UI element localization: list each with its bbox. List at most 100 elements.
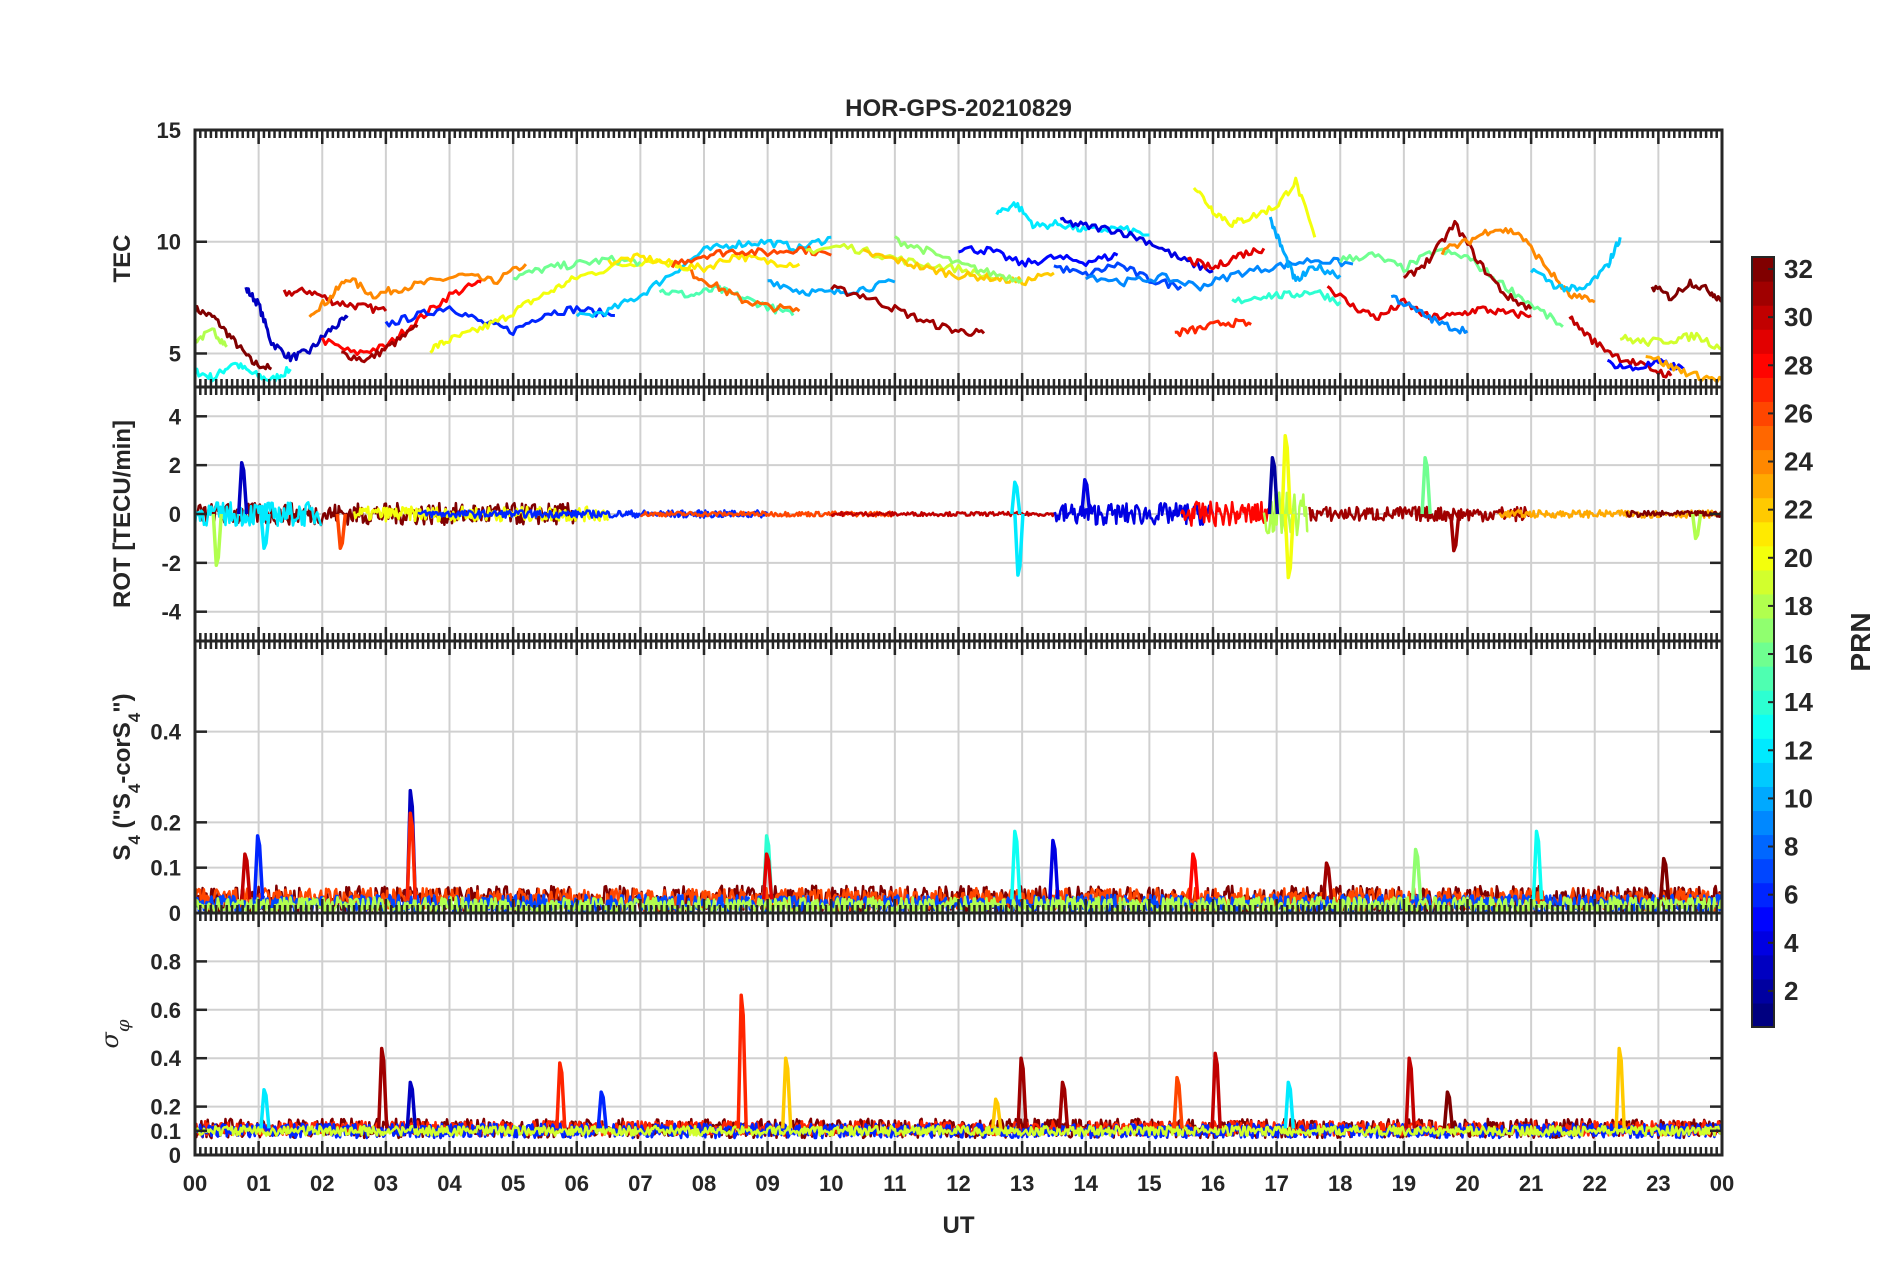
x-tick-label: 18 — [1328, 1171, 1352, 1196]
colorbar-tick-label: 6 — [1784, 880, 1798, 910]
series-prn-5 — [1606, 357, 1685, 372]
series-prn-9 — [1084, 256, 1354, 292]
colorbar-step — [1752, 762, 1774, 787]
series-prn-31 — [1402, 219, 1533, 311]
series-prn-11 — [1529, 237, 1622, 293]
series-prn-30 — [1568, 315, 1673, 379]
y-tick-label: 10 — [157, 230, 181, 255]
series-prn-23 — [1645, 355, 1722, 384]
spike-prn-12 — [1283, 1080, 1296, 1129]
y-tick-label: 15 — [157, 118, 181, 143]
series-prn-26 — [670, 245, 832, 269]
series-prn-10 — [1268, 216, 1342, 282]
plot-marks — [195, 176, 1722, 384]
noise-prn-32 — [1625, 509, 1722, 519]
noise-prn-19 — [195, 1124, 1722, 1137]
x-tick-label: 08 — [692, 1171, 716, 1196]
spike-prn-30 — [1210, 1051, 1222, 1129]
y-tick-label: 0.1 — [150, 856, 181, 881]
y-tick-label: 0 — [169, 502, 181, 527]
colorbar-step — [1752, 930, 1774, 956]
y-tick-label: 0.6 — [150, 998, 181, 1023]
plot-marks — [195, 434, 1722, 580]
axes-frame — [193, 128, 1724, 389]
axes-frame — [193, 639, 1724, 915]
colorbar-tick-label: 14 — [1784, 687, 1813, 717]
series-prn-31 — [341, 323, 419, 364]
x-tick-label: 10 — [819, 1171, 843, 1196]
x-tick-label: 20 — [1455, 1171, 1479, 1196]
spike-prn-13 — [1010, 829, 1022, 900]
spike-prn-28 — [1188, 852, 1200, 900]
series-prn-24 — [308, 263, 528, 318]
panel-3: 0 0.1 0.2 0.4S4 ("S4-corS4") — [109, 639, 1724, 926]
colorbar-step — [1752, 473, 1774, 499]
series-prn-10 — [767, 278, 896, 297]
colorbar-step — [1752, 353, 1774, 378]
colorbar-step — [1752, 714, 1774, 739]
spike-prn-30 — [1404, 1056, 1416, 1129]
colorbar-tick-label: 20 — [1784, 543, 1813, 573]
x-tick-label: 16 — [1201, 1171, 1225, 1196]
colorbar-tick-label: 10 — [1784, 783, 1813, 813]
noise-prn-28 — [1180, 500, 1278, 528]
series-prn-18 — [195, 327, 228, 348]
y-tick-label: 0.1 — [150, 1119, 181, 1144]
plot-marks — [195, 993, 1722, 1140]
colorbar-frame — [1751, 256, 1775, 1028]
colorbar-tick-label: 24 — [1784, 447, 1813, 477]
colorbar-step — [1752, 449, 1774, 475]
spike-prn-31 — [1449, 513, 1461, 553]
colorbar-tick-label: 8 — [1784, 832, 1798, 862]
series-prn-19 — [805, 242, 998, 282]
x-tick-label: 13 — [1010, 1171, 1034, 1196]
spike-prn-3 — [236, 460, 249, 515]
spike-prn-6 — [596, 1090, 608, 1129]
colorbar-step — [1752, 617, 1774, 643]
spike-prn-12 — [259, 513, 271, 550]
colorbar-step — [1752, 497, 1774, 523]
spike-prn-27 — [555, 1061, 567, 1129]
series-prn-25 — [689, 269, 801, 313]
colorbar-tick-label: 16 — [1784, 639, 1813, 669]
noise-prn-12 — [195, 501, 323, 528]
spike-prn-12 — [1013, 513, 1025, 577]
spike-prn-32 — [1442, 1090, 1455, 1129]
colorbar-tick-label: 4 — [1784, 928, 1799, 958]
series-prn-7 — [1053, 261, 1183, 291]
series-prn-17 — [894, 235, 1024, 284]
series-prn-24 — [1440, 227, 1596, 304]
spike-prn-18 — [211, 513, 224, 568]
colorbar-tick-label: 18 — [1784, 591, 1813, 621]
y-tick-label: 0.8 — [150, 949, 181, 974]
noise-prn-23 — [1498, 509, 1722, 519]
y-tick-label: 0.2 — [150, 1095, 181, 1120]
series-prn-29 — [1187, 247, 1266, 271]
colorbar-step — [1752, 642, 1774, 667]
y-tick-label: 5 — [169, 341, 181, 366]
spike-prn-22 — [780, 1056, 793, 1129]
x-tick-label: 23 — [1646, 1171, 1670, 1196]
colorbar-step — [1752, 545, 1774, 571]
spike-prn-31 — [1321, 861, 1334, 900]
x-tick-label: 03 — [374, 1171, 398, 1196]
spike-prn-31 — [1016, 1056, 1028, 1129]
x-tick-label: 05 — [501, 1171, 525, 1196]
y-tick-label: -2 — [161, 551, 181, 576]
y-tick-label: 0.4 — [150, 720, 181, 745]
colorbar-step — [1752, 329, 1774, 354]
spike-prn-16 — [1420, 456, 1432, 515]
x-tick-label: 22 — [1583, 1171, 1607, 1196]
x-tick-label: 04 — [437, 1171, 462, 1196]
colorbar-step — [1752, 377, 1774, 402]
spike-prn-26 — [335, 513, 348, 550]
series-prn-32 — [195, 304, 273, 371]
spike-prn-32 — [1658, 856, 1671, 900]
colorbar-tick-label: 28 — [1784, 350, 1813, 380]
y-tick-label: 0 — [169, 901, 181, 926]
x-tick-label: 17 — [1264, 1171, 1288, 1196]
colorbar-step — [1752, 834, 1774, 860]
